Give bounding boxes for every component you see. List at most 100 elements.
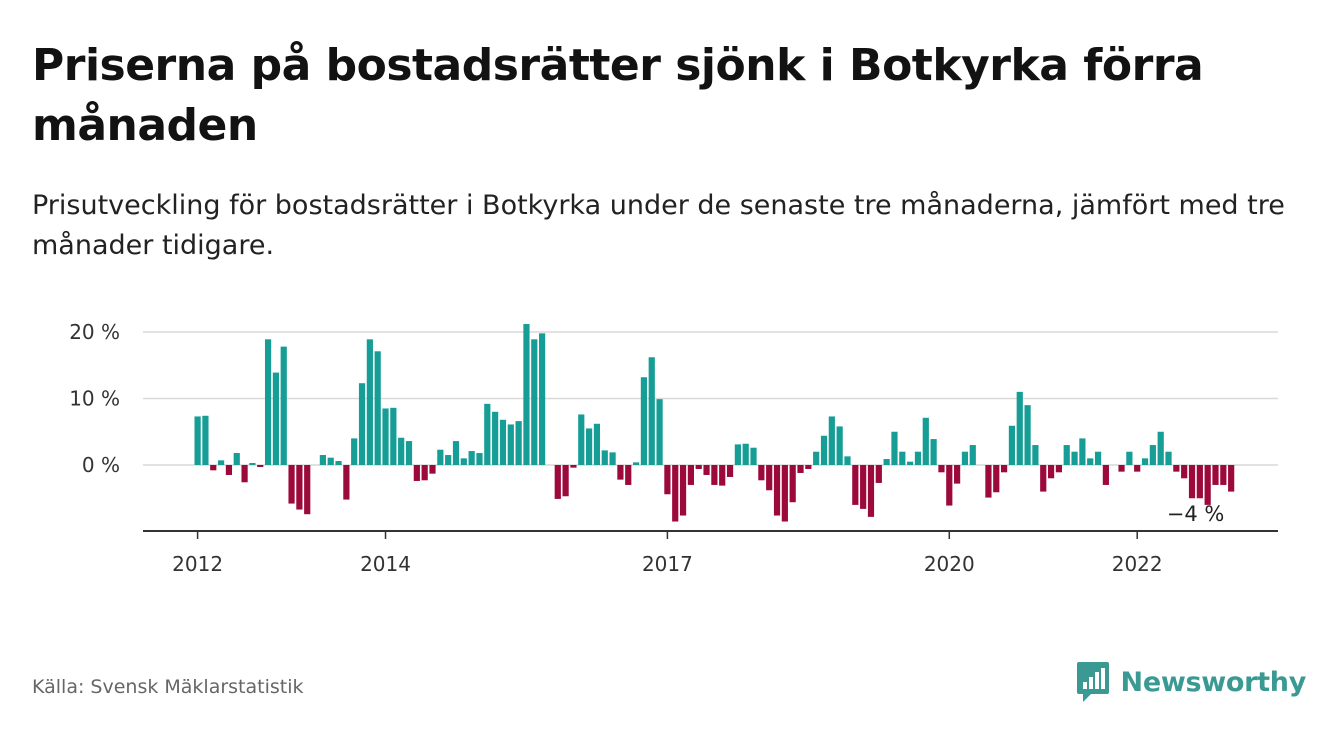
x-tick-label: 2022 bbox=[1112, 552, 1163, 576]
chart-bar bbox=[860, 465, 867, 509]
chart-bar bbox=[1079, 438, 1086, 465]
chart-bar bbox=[476, 453, 483, 465]
chart-bar bbox=[969, 445, 976, 465]
chart-bar bbox=[820, 435, 828, 465]
labels-layer: 0 % 10 % 20 % 2012 2014 2017 2020 2022 −4 % bbox=[69, 320, 1224, 576]
chart-bar bbox=[523, 324, 530, 465]
chart-bar bbox=[593, 423, 601, 465]
chart-bar bbox=[742, 443, 749, 465]
chart-bar bbox=[805, 465, 812, 469]
chart-bar bbox=[562, 465, 569, 497]
chart-bar bbox=[766, 465, 773, 491]
chart-bar bbox=[664, 465, 671, 495]
chart-bar bbox=[907, 461, 914, 465]
chart-bar bbox=[233, 453, 240, 465]
chart-bar bbox=[515, 421, 522, 465]
chart-bar bbox=[922, 417, 929, 465]
grid-layer bbox=[143, 331, 1278, 466]
chart-bar bbox=[351, 438, 358, 465]
axis-layer bbox=[143, 530, 1278, 539]
chart-bar bbox=[335, 461, 342, 465]
chart-bar bbox=[249, 463, 256, 465]
chart-bar bbox=[1047, 465, 1055, 479]
chart-bar bbox=[398, 437, 405, 465]
chart-bar bbox=[711, 465, 718, 485]
chart-bar bbox=[358, 383, 366, 465]
chart-bar bbox=[586, 428, 593, 465]
brand-name: Newsworthy bbox=[1120, 666, 1307, 698]
chart-bar bbox=[930, 439, 937, 465]
chart-bar bbox=[280, 346, 287, 465]
bar-chart: 0 % 10 % 20 % 2012 2014 2017 2020 2022 −4 % bbox=[69, 320, 1278, 576]
chart-bar bbox=[875, 465, 882, 483]
chart-title: Priserna på bostadsrätter sjönk i Botkyr… bbox=[32, 40, 1204, 151]
chart-bar bbox=[484, 403, 491, 465]
chart-bar bbox=[719, 465, 726, 486]
chart-bar bbox=[413, 465, 420, 481]
chart-bar bbox=[609, 452, 616, 465]
chart-bar bbox=[460, 458, 467, 465]
chart-bar bbox=[217, 460, 225, 465]
chart-bar bbox=[257, 465, 264, 467]
chart-bar bbox=[437, 449, 444, 465]
chart-bar bbox=[687, 465, 694, 485]
chart-bar bbox=[390, 407, 397, 465]
chart-bar bbox=[452, 441, 460, 465]
chart-bar bbox=[883, 459, 890, 465]
chart-bar bbox=[758, 465, 765, 481]
chart-bar bbox=[961, 451, 969, 465]
chart-bar bbox=[429, 465, 436, 474]
bar-chart-logo-icon bbox=[1076, 662, 1109, 702]
chart-bar bbox=[1032, 445, 1039, 465]
chart-bar bbox=[797, 465, 804, 473]
chart-bar bbox=[899, 451, 906, 465]
chart-bar bbox=[445, 455, 452, 465]
chart-bar bbox=[421, 465, 428, 481]
chart-bar bbox=[750, 447, 757, 465]
chart-bar bbox=[366, 339, 373, 465]
chart-bar bbox=[1165, 451, 1172, 465]
chart-bar bbox=[1141, 458, 1149, 465]
x-tick-label: 2014 bbox=[360, 552, 411, 576]
chart-bar bbox=[852, 465, 859, 505]
chart-bar bbox=[241, 465, 248, 483]
chart-bar bbox=[985, 465, 992, 498]
chart-bar bbox=[531, 339, 538, 465]
chart-bar bbox=[625, 465, 632, 485]
chart-bar bbox=[656, 399, 663, 465]
bars-layer bbox=[194, 324, 1235, 522]
chart-bar bbox=[828, 416, 835, 465]
chart-bar bbox=[844, 456, 851, 465]
chart-bar bbox=[946, 465, 953, 506]
chart-bar bbox=[695, 465, 702, 469]
chart-bar bbox=[726, 465, 734, 477]
chart-bar bbox=[1228, 465, 1235, 492]
chart-bar bbox=[1024, 405, 1031, 465]
chart-bar bbox=[734, 444, 741, 465]
chart-bar bbox=[319, 455, 326, 465]
chart-bar bbox=[993, 465, 1000, 493]
chart-bar bbox=[1102, 465, 1109, 485]
chart-bar bbox=[773, 465, 781, 516]
x-tick-label: 2020 bbox=[924, 552, 975, 576]
chart-bar bbox=[1149, 445, 1156, 465]
chart-bar bbox=[891, 431, 898, 465]
chart-bar bbox=[703, 465, 710, 475]
chart-bar bbox=[194, 416, 201, 465]
chart-bar bbox=[672, 465, 679, 522]
chart-bar bbox=[1016, 391, 1023, 465]
chart-bar bbox=[1204, 465, 1211, 505]
brand-logo[interactable]: Newsworthy bbox=[1075, 660, 1306, 704]
chart-bar bbox=[382, 408, 389, 465]
y-tick-label: 0 % bbox=[82, 453, 120, 477]
chart-bar bbox=[343, 465, 350, 500]
chart-bar bbox=[679, 465, 687, 516]
chart-bar bbox=[1196, 465, 1203, 499]
chart-bar bbox=[1188, 465, 1196, 499]
chart-bar bbox=[938, 465, 945, 473]
chart-bar bbox=[836, 426, 843, 465]
chart-bar bbox=[499, 419, 507, 465]
chart-bar bbox=[617, 465, 624, 480]
chart-bar bbox=[570, 465, 577, 468]
source-note: Källa: Svensk Mäklarstatistik bbox=[32, 676, 304, 698]
